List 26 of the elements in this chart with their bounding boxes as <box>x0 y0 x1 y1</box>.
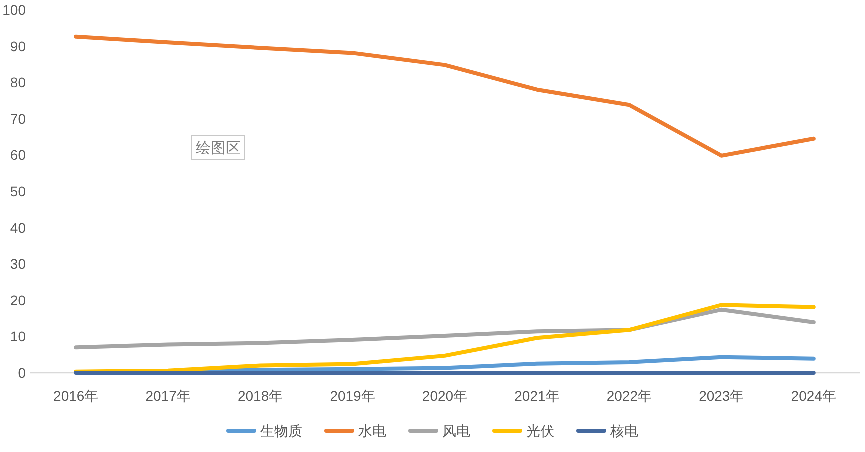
x-tick-label: 2016年 <box>54 388 99 404</box>
x-tick-label: 2018年 <box>238 388 284 404</box>
y-tick-label: 50 <box>10 184 26 200</box>
y-tick-label: 100 <box>2 2 26 18</box>
legend-label: 风电 <box>442 423 470 439</box>
legend-label: 生物质 <box>260 423 302 439</box>
y-tick-label: 20 <box>10 292 26 308</box>
legend-label: 核电 <box>610 423 638 439</box>
x-tick-label: 2023年 <box>699 388 744 404</box>
legend-label: 水电 <box>358 423 386 439</box>
x-tick-label: 2024年 <box>791 388 836 404</box>
x-tick-label: 2022年 <box>606 388 652 404</box>
y-tick-label: 60 <box>10 147 26 164</box>
y-tick-label: 90 <box>10 38 26 54</box>
y-tick-label: 0 <box>18 365 26 381</box>
y-tick-label: 40 <box>10 220 26 236</box>
y-tick-label: 70 <box>10 110 26 127</box>
y-tick-label: 80 <box>10 74 26 91</box>
legend-label: 光伏 <box>526 423 554 439</box>
y-tick-label: 10 <box>10 328 26 345</box>
y-tick-label: 30 <box>10 256 26 272</box>
x-tick-label: 2020年 <box>422 388 468 404</box>
x-tick-label: 2017年 <box>146 388 191 404</box>
x-tick-label: 2021年 <box>514 388 560 404</box>
annotation: 绘图区 <box>196 140 241 157</box>
x-tick-label: 2019年 <box>330 388 376 404</box>
